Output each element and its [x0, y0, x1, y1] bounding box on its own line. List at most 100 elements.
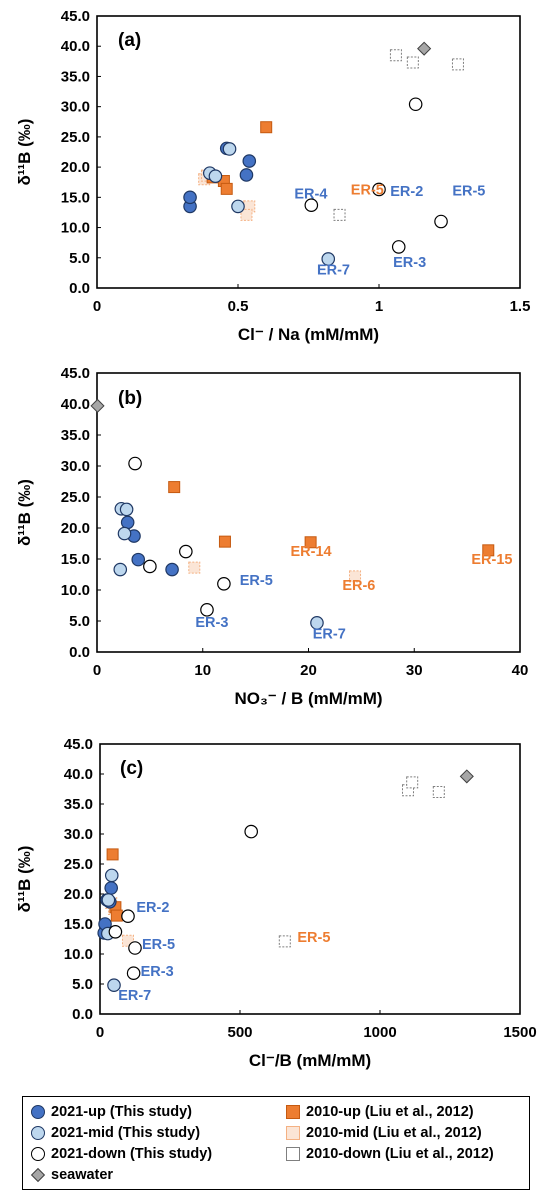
- chart-panel-2: 0.0 5.0 10.0 15.0 20.0 25.0 30.0 35.0 40.0 45.0 0 1…: [15, 365, 528, 708]
- data-point: [104, 868, 119, 883]
- legend-symbol: [286, 1126, 300, 1140]
- y-tick-label: 30.0: [61, 99, 90, 116]
- data-annotation: ER-3: [141, 964, 174, 980]
- data-point: [244, 824, 258, 839]
- data-point: [179, 544, 193, 559]
- x-axis-title: Cl⁻/B (mM/mM): [249, 1051, 371, 1070]
- data-point: [391, 240, 406, 254]
- y-tick-label: 40.0: [64, 766, 93, 783]
- y-tick-label: 0.0: [69, 644, 90, 661]
- data-annotation: ER-7: [317, 263, 350, 279]
- data-point: [220, 182, 233, 195]
- data-annotation: ER-5: [351, 182, 384, 198]
- data-point: [188, 561, 201, 574]
- x-tick-label: 20: [300, 662, 317, 679]
- y-axis-title: δ¹¹B (‰): [15, 846, 34, 913]
- data-annotation: ER-5: [240, 573, 273, 589]
- y-tick-label: 20.0: [61, 520, 90, 537]
- data-point: [90, 398, 105, 413]
- x-tick-label: 1.5: [510, 298, 531, 315]
- x-tick-label: 500: [227, 1024, 252, 1041]
- y-axis-title: δ¹¹B (‰): [15, 119, 34, 186]
- legend-symbol: [31, 1126, 45, 1140]
- legend-label: 2021-mid (This study): [51, 1125, 201, 1141]
- data-point: [106, 848, 119, 861]
- data-point: [217, 576, 231, 591]
- panel-label: (c): [120, 758, 143, 779]
- legend-item-2010-down: 2010-down (Liu et al., 2012): [286, 1144, 494, 1164]
- data-point: [434, 214, 448, 229]
- x-tick-label: 40: [512, 662, 529, 679]
- data-point: [459, 769, 474, 784]
- legend-item-2010-mid: 2010-mid (Liu et al., 2012): [286, 1123, 482, 1143]
- data-annotation: ER-2: [136, 900, 169, 916]
- data-annotation: ER-3: [195, 615, 228, 631]
- legend-symbol: [30, 1167, 46, 1183]
- data-point: [121, 909, 135, 923]
- data-point: [208, 169, 223, 183]
- legend-label: 2010-up (Liu et al., 2012): [306, 1104, 474, 1120]
- panel-label: (a): [118, 30, 141, 51]
- data-point: [239, 168, 254, 182]
- data-point: [183, 190, 197, 205]
- data-point: [482, 544, 495, 557]
- data-point: [110, 909, 123, 922]
- y-tick-label: 35.0: [64, 796, 93, 813]
- data-point: [128, 456, 142, 471]
- panel-label: (b): [118, 388, 142, 409]
- legend-item-2010-up: 2010-up (Liu et al., 2012): [286, 1102, 474, 1122]
- legend: 2021-up (This study) 2010-up (Liu et al.…: [22, 1096, 530, 1190]
- data-point: [304, 198, 319, 212]
- legend-item-2021-up: 2021-up (This study): [31, 1102, 192, 1122]
- y-tick-label: 20.0: [61, 159, 90, 176]
- legend-symbol: [31, 1105, 45, 1119]
- data-annotation: ER-5: [142, 937, 175, 953]
- data-annotation: ER-14: [291, 544, 332, 560]
- data-annotation: ER-6: [342, 578, 375, 594]
- y-tick-label: 25.0: [61, 489, 90, 506]
- data-point: [372, 182, 386, 197]
- legend-label: seawater: [51, 1167, 114, 1183]
- legend-item-2021-down: 2021-down (This study): [31, 1144, 212, 1164]
- legend-symbol: [31, 1147, 45, 1161]
- data-point: [117, 526, 132, 541]
- y-tick-label: 15.0: [61, 189, 90, 206]
- x-axis-title: NO₃⁻ / B (mM/mM): [234, 689, 382, 708]
- data-point: [231, 199, 245, 214]
- y-tick-label: 35.0: [61, 427, 90, 444]
- data-point: [304, 536, 317, 549]
- data-point: [131, 552, 146, 567]
- x-tick-label: 0: [96, 1024, 104, 1041]
- legend-label: 2021-down (This study): [51, 1146, 213, 1162]
- data-point: [126, 966, 141, 980]
- x-tick-label: 1: [375, 298, 383, 315]
- data-annotation: ER-4: [294, 187, 327, 203]
- data-point: [417, 41, 432, 56]
- chart-panel-1: 0.0 5.0 10.0 15.0 20.0 25.0 30.0 35.0 40.0 45.0 0 0…: [15, 8, 530, 344]
- data-point: [119, 502, 134, 517]
- data-point: [128, 941, 142, 955]
- legend-item-2021-mid: 2021-mid (This study): [31, 1123, 200, 1143]
- y-tick-label: 5.0: [69, 250, 90, 267]
- legend-symbol: [286, 1105, 300, 1119]
- x-axis-title: Cl⁻ / Na (mM/mM): [238, 325, 379, 344]
- y-tick-label: 45.0: [61, 8, 90, 25]
- x-tick-label: 30: [406, 662, 423, 679]
- chart-panel-3: 0.0 5.0 10.0 15.0 20.0 25.0 30.0 35.0 40.0 45.0 0 5…: [15, 736, 537, 1070]
- data-point: [451, 58, 464, 71]
- y-tick-label: 5.0: [69, 613, 90, 630]
- data-annotation: ER-2: [390, 184, 423, 200]
- data-point: [165, 562, 179, 577]
- y-tick-label: 15.0: [64, 916, 93, 933]
- y-tick-label: 25.0: [64, 856, 93, 873]
- data-annotation: ER-5: [297, 930, 330, 946]
- y-tick-label: 45.0: [61, 365, 90, 382]
- data-point: [200, 603, 214, 617]
- y-tick-label: 30.0: [61, 458, 90, 475]
- figure-panels: 0.05.010.015.020.025.030.035.040.045.00 0…: [15, 8, 537, 1070]
- x-tick-label: 0: [93, 662, 101, 679]
- data-point: [333, 208, 346, 221]
- legend-label: 2021-up (This study): [51, 1104, 192, 1120]
- y-tick-label: 10.0: [61, 220, 90, 237]
- data-point: [113, 562, 128, 577]
